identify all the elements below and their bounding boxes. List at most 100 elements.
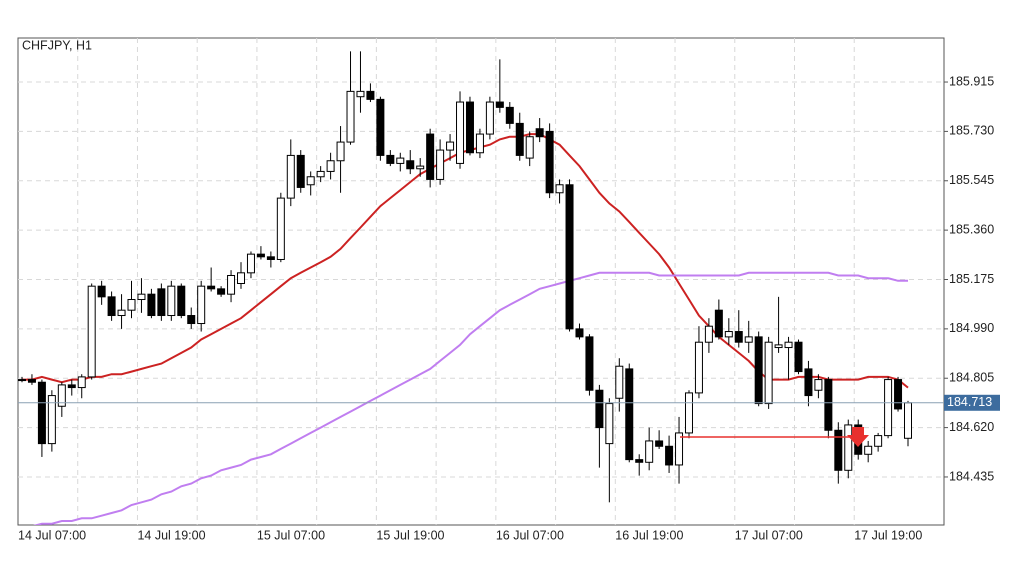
- candle-body: [505, 106, 514, 124]
- candle-body: [187, 315, 196, 325]
- candle-body: [227, 274, 236, 295]
- price-badge: [944, 394, 1000, 411]
- candle-body: [276, 197, 285, 260]
- candle-body: [137, 293, 146, 301]
- candle-body: [127, 299, 136, 311]
- candle-body: [784, 341, 793, 349]
- y-tick-label: 185.175: [949, 272, 994, 286]
- y-tick-label: 185.360: [949, 222, 994, 236]
- candle-body: [356, 90, 365, 98]
- moving-average: [33, 271, 908, 525]
- chart-title: CHFJPY, H1: [22, 38, 92, 52]
- candle-body: [684, 392, 693, 434]
- candle-body: [456, 101, 465, 164]
- candle-body: [177, 285, 186, 317]
- candle-body: [465, 101, 474, 154]
- x-tick-label: 17 Jul 19:00: [854, 528, 922, 542]
- candle-body: [864, 445, 873, 455]
- candle-body: [386, 154, 395, 164]
- candle-body: [704, 325, 713, 343]
- candle-body: [396, 157, 405, 164]
- candle-body: [366, 90, 375, 100]
- candle-body: [18, 379, 26, 382]
- candle-body: [834, 429, 843, 471]
- candle-body: [97, 285, 106, 298]
- candle-body: [326, 160, 335, 172]
- candle-body: [87, 285, 96, 378]
- current-price-label: 184.713: [947, 395, 992, 409]
- x-tick-label: 17 Jul 07:00: [735, 528, 803, 542]
- sell-arrow: [847, 427, 869, 447]
- candle-body: [655, 440, 664, 447]
- candle-body: [77, 376, 86, 389]
- candle-body: [605, 403, 614, 445]
- candle-body: [57, 384, 66, 407]
- x-tick-label: 15 Jul 19:00: [376, 528, 444, 542]
- x-tick-label: 16 Jul 19:00: [615, 528, 683, 542]
- candle-body: [844, 424, 853, 471]
- y-tick-label: 185.545: [949, 173, 994, 187]
- candle-body: [754, 336, 763, 405]
- candle-body: [107, 296, 116, 317]
- candle-body: [336, 141, 345, 162]
- candle-body: [426, 133, 435, 180]
- axis: 184.435 184.620 184.805 184.990 185.175 185.3…: [18, 74, 1000, 542]
- candle-body: [346, 90, 355, 143]
- x-tick-label: 14 Jul 19:00: [137, 528, 205, 542]
- candle-body: [485, 101, 494, 135]
- candle-body: [376, 98, 385, 156]
- candle-body: [744, 336, 753, 343]
- x-tick-label: 14 Jul 07:00: [18, 528, 86, 542]
- candle-body: [724, 331, 733, 338]
- candle-body: [535, 128, 544, 138]
- candle-body: [27, 379, 36, 383]
- candle-body: [904, 402, 912, 439]
- candle-body: [635, 459, 644, 463]
- candle-body: [575, 328, 584, 338]
- candle-body: [266, 256, 275, 260]
- candle-body: [694, 341, 703, 394]
- candle-body: [296, 154, 305, 188]
- candle-body: [764, 341, 773, 405]
- candle-body: [286, 154, 295, 199]
- candle-body: [306, 176, 315, 186]
- candle-body: [884, 379, 893, 437]
- candle-body: [406, 160, 415, 170]
- candle-body: [167, 285, 176, 317]
- candle-body: [625, 368, 634, 461]
- y-tick-label: 184.620: [949, 420, 994, 434]
- candle-body: [824, 379, 833, 431]
- y-tick-label: 184.990: [949, 321, 994, 335]
- candle-body: [814, 379, 823, 391]
- candle-body: [515, 122, 524, 156]
- candle-body: [894, 379, 903, 410]
- candle-body: [316, 170, 325, 178]
- y-tick-label: 184.435: [949, 469, 994, 483]
- y-tick-label: 184.805: [949, 371, 994, 385]
- candle-body: [595, 389, 604, 429]
- candle-body: [246, 253, 255, 274]
- candle-body: [495, 101, 504, 108]
- candle-body: [237, 272, 246, 285]
- candle-body: [734, 331, 743, 343]
- candle-body: [47, 395, 56, 445]
- candle-body: [475, 133, 484, 154]
- x-tick-label: 16 Jul 07:00: [496, 528, 564, 542]
- candle-body: [714, 309, 723, 338]
- candle-body: [794, 341, 803, 373]
- candle-body: [615, 365, 624, 399]
- candle-body: [67, 384, 76, 389]
- candle-body: [37, 381, 46, 445]
- candle-body: [157, 288, 166, 317]
- candle-body: [525, 136, 534, 159]
- candle-body: [416, 165, 425, 170]
- candle-body: [147, 293, 156, 317]
- candle-body: [545, 130, 554, 194]
- marks: [18, 51, 944, 525]
- candle-body: [217, 288, 226, 295]
- candle-body: [446, 141, 455, 151]
- plot-frame: [17, 37, 945, 526]
- candle-body: [117, 309, 126, 317]
- candle-body: [804, 368, 813, 397]
